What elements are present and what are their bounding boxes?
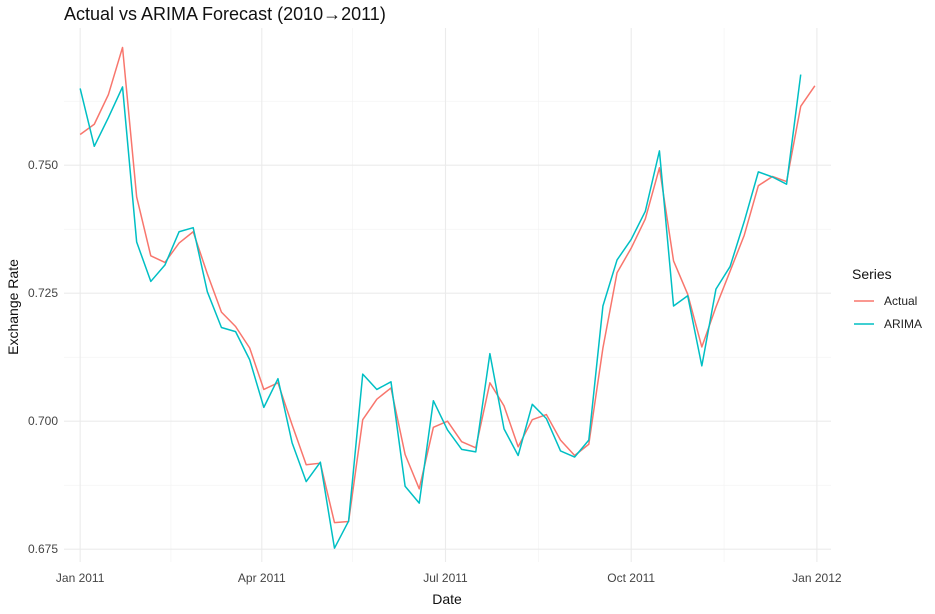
x-tick-label: Oct 2011	[607, 571, 655, 585]
x-tick-label: Jul 2011	[423, 571, 468, 585]
y-tick-label: 0.675	[28, 542, 58, 556]
series-line-arima	[79, 74, 802, 549]
legend-label-arima: ARIMA	[884, 317, 922, 331]
series-line-actual	[79, 46, 816, 524]
x-tick-label: Apr 2011	[238, 571, 286, 585]
x-tick-label: Jan 2012	[792, 571, 842, 585]
y-axis-ticks: 0.675 0.700 0.725 0.750	[28, 158, 58, 556]
chart-title: Actual vs ARIMA Forecast (2010→2011)	[64, 4, 386, 24]
x-axis-ticks: Jan 2011 Apr 2011 Jul 2011 Oct 2011 Jan 2012	[56, 571, 842, 585]
series-lines	[79, 46, 816, 549]
legend: Series Actual ARIMA	[852, 266, 922, 331]
x-axis-title: Date	[432, 591, 462, 607]
legend-label-actual: Actual	[884, 294, 917, 308]
y-axis-title: Exchange Rate	[5, 259, 21, 355]
y-tick-label: 0.700	[28, 414, 58, 428]
y-tick-label: 0.725	[28, 286, 58, 300]
y-tick-label: 0.750	[28, 158, 58, 172]
grid-lines	[64, 28, 831, 562]
x-tick-label: Jan 2011	[56, 571, 105, 585]
legend-title: Series	[852, 266, 892, 282]
legend-items: Actual ARIMA	[854, 294, 922, 331]
